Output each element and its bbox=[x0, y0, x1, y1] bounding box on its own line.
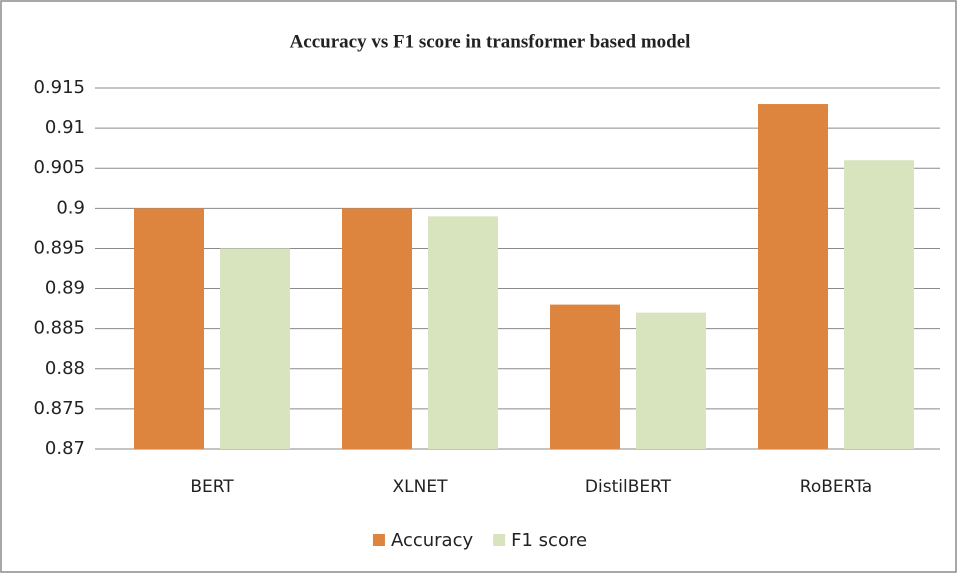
legend-swatch bbox=[493, 534, 506, 546]
x-tick-label: XLNET bbox=[393, 477, 449, 497]
bar bbox=[844, 160, 914, 449]
y-tick-label: 0.895 bbox=[33, 237, 85, 258]
y-tick-label: 0.905 bbox=[33, 157, 85, 178]
x-tick-label: DistilBERT bbox=[585, 477, 672, 497]
chart-title: Accuracy vs F1 score in transformer base… bbox=[290, 31, 691, 52]
x-tick-label: BERT bbox=[190, 477, 234, 497]
bar bbox=[134, 208, 204, 449]
legend-swatch bbox=[372, 534, 385, 546]
x-tick-label: RoBERTa bbox=[800, 477, 872, 497]
y-tick-label: 0.91 bbox=[45, 117, 85, 138]
bar bbox=[636, 312, 706, 449]
y-tick-label: 0.87 bbox=[45, 438, 85, 459]
bar bbox=[220, 248, 290, 449]
y-tick-label: 0.9 bbox=[56, 197, 85, 218]
bar bbox=[758, 104, 828, 450]
y-tick-label: 0.885 bbox=[33, 318, 85, 339]
y-tick-label: 0.89 bbox=[45, 278, 85, 299]
y-tick-label: 0.875 bbox=[33, 398, 85, 419]
y-tick-label: 0.915 bbox=[33, 77, 85, 98]
legend-label: F1 score bbox=[511, 530, 587, 551]
bar bbox=[342, 208, 412, 449]
legend-label: Accuracy bbox=[391, 530, 474, 551]
y-tick-label: 0.88 bbox=[45, 358, 85, 379]
bar bbox=[550, 304, 620, 449]
bar bbox=[428, 216, 498, 449]
